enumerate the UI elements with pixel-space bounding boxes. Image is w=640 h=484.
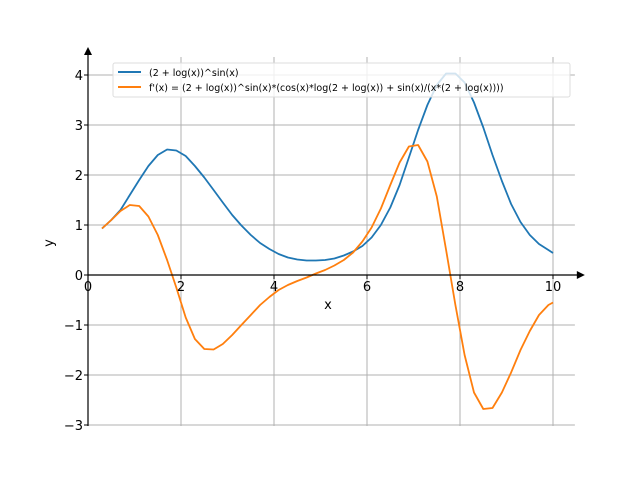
y-tick-label: 2 [75, 169, 83, 184]
y-tick-label: −3 [64, 419, 83, 434]
series-line-1 [101, 144, 554, 410]
x-tick-label: 2 [177, 280, 185, 295]
y-tick-label: 4 [75, 69, 83, 84]
x-tick-label: 10 [545, 280, 562, 295]
axes [84, 47, 585, 426]
y-axis-label: y [42, 239, 57, 247]
y-tick-label: −2 [64, 369, 83, 384]
legend-box [112, 62, 571, 98]
y-tick-label: 1 [75, 219, 83, 234]
x-axis-arrow-icon [576, 271, 585, 279]
x-tick-label: 0 [84, 280, 92, 295]
y-tick-label: 3 [75, 119, 83, 134]
x-tick-label: 6 [363, 280, 371, 295]
x-tick-label: 4 [270, 280, 278, 295]
legend-label-f: (2 + log(x))^sin(x) [149, 68, 239, 79]
legend-label-fprime: f'(x) = (2 + log(x))^sin(x)*(cos(x)*log(… [149, 83, 504, 94]
x-axis-label: x [324, 298, 332, 313]
x-tick-label: 8 [456, 280, 464, 295]
y-axis-arrow-icon [84, 47, 92, 55]
y-tick-label: 0 [75, 269, 83, 284]
legend: (2 + log(x))^sin(x) f'(x) = (2 + log(x))… [112, 62, 571, 98]
y-tick-label: −1 [64, 319, 83, 334]
series-line-0 [101, 72, 554, 262]
series-lines [101, 72, 554, 410]
tick-labels: 0 2 4 6 8 10 −3 −2 −1 1 2 3 4 0 [64, 69, 561, 434]
